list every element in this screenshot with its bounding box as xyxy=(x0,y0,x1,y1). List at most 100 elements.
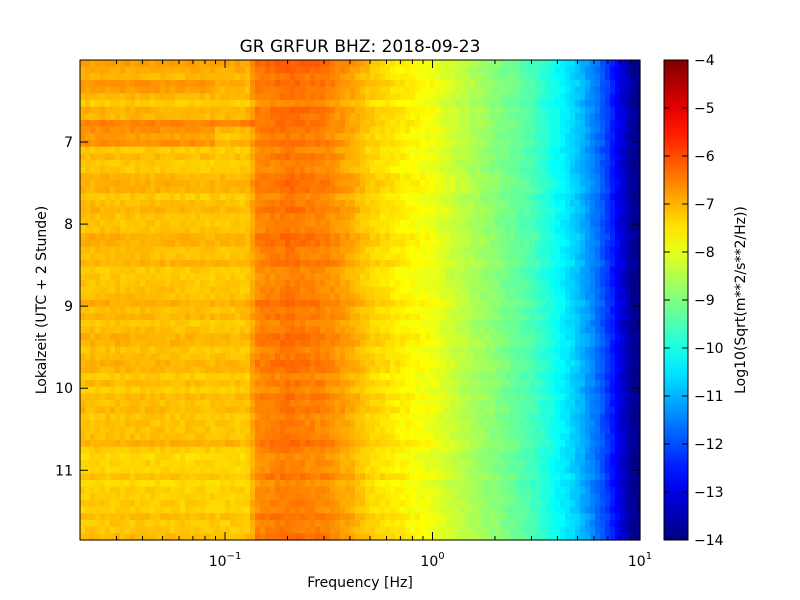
heatmap-cell xyxy=(255,300,261,308)
heatmap-cell xyxy=(460,213,466,221)
heatmap-cell xyxy=(600,313,606,321)
heatmap-cell xyxy=(575,320,581,328)
heatmap-cell xyxy=(285,353,291,361)
heatmap-cell xyxy=(490,106,496,114)
heatmap-cell xyxy=(390,140,396,148)
heatmap-cell xyxy=(335,253,341,261)
heatmap-cell xyxy=(595,206,601,214)
heatmap-cell xyxy=(415,293,421,301)
heatmap-cell xyxy=(340,240,346,248)
heatmap-cell xyxy=(420,180,426,188)
heatmap-cell xyxy=(435,86,441,94)
heatmap-cell xyxy=(525,220,531,228)
heatmap-cell xyxy=(565,286,571,294)
heatmap-cell xyxy=(390,293,396,301)
heatmap-cell xyxy=(250,146,256,154)
heatmap-cell xyxy=(270,313,276,321)
heatmap-cell xyxy=(365,300,371,308)
heatmap-cell xyxy=(375,293,381,301)
heatmap-cell xyxy=(555,313,561,321)
heatmap-cell xyxy=(155,333,161,341)
heatmap-cell xyxy=(270,113,276,121)
heatmap-cell xyxy=(130,226,136,234)
heatmap-cell xyxy=(240,313,246,321)
heatmap-cell xyxy=(440,80,446,88)
heatmap-cell xyxy=(605,166,611,174)
heatmap-cell xyxy=(395,180,401,188)
heatmap-cell xyxy=(220,166,226,174)
heatmap-cell xyxy=(120,93,126,101)
heatmap-cell xyxy=(185,120,191,128)
heatmap-cell xyxy=(160,113,166,121)
heatmap-cell xyxy=(585,200,591,208)
heatmap-cell xyxy=(500,280,506,288)
heatmap-cell xyxy=(185,146,191,154)
heatmap-cell xyxy=(595,180,601,188)
heatmap-cell xyxy=(340,93,346,101)
heatmap-cell xyxy=(370,300,376,308)
heatmap-cell xyxy=(305,166,311,174)
heatmap-cell xyxy=(220,320,226,328)
heatmap-cell xyxy=(345,100,351,108)
heatmap-cell xyxy=(205,193,211,201)
heatmap-cell xyxy=(380,353,386,361)
heatmap-cell xyxy=(620,333,626,341)
heatmap-cell xyxy=(630,300,636,308)
heatmap-cell xyxy=(425,193,431,201)
heatmap-cell xyxy=(265,60,271,68)
heatmap-cell xyxy=(335,233,341,241)
heatmap-cell xyxy=(495,280,501,288)
heatmap-cell xyxy=(555,320,561,328)
heatmap-cell xyxy=(600,220,606,228)
heatmap-cell xyxy=(480,260,486,268)
heatmap-cell xyxy=(190,100,196,108)
heatmap-cell xyxy=(570,280,576,288)
heatmap-cell xyxy=(505,273,511,281)
heatmap-cell xyxy=(125,86,131,94)
heatmap-cell xyxy=(630,113,636,121)
heatmap-cell xyxy=(455,293,461,301)
heatmap-cell xyxy=(170,126,176,134)
heatmap-cell xyxy=(540,326,546,334)
heatmap-cell xyxy=(90,66,96,74)
heatmap-cell xyxy=(210,133,216,141)
heatmap-cell xyxy=(265,340,271,348)
heatmap-cell xyxy=(165,160,171,168)
heatmap-cell xyxy=(345,233,351,241)
heatmap-cell xyxy=(410,113,416,121)
heatmap-cell xyxy=(580,280,586,288)
heatmap-cell xyxy=(355,173,361,181)
heatmap-cell xyxy=(520,186,526,194)
heatmap-cell xyxy=(430,200,436,208)
heatmap-cell xyxy=(190,186,196,194)
heatmap-cell xyxy=(495,126,501,134)
heatmap-cell xyxy=(545,113,551,121)
heatmap-cell xyxy=(335,340,341,348)
heatmap-cell xyxy=(245,146,251,154)
heatmap-cell xyxy=(535,300,541,308)
heatmap-cell xyxy=(500,60,506,68)
heatmap-cell xyxy=(280,86,286,94)
heatmap-cell xyxy=(95,100,101,108)
heatmap-cell xyxy=(360,280,366,288)
heatmap-cell xyxy=(285,220,291,228)
heatmap-cell xyxy=(115,66,121,74)
heatmap-cell xyxy=(315,326,321,334)
heatmap-cell xyxy=(120,260,126,268)
heatmap-cell xyxy=(590,140,596,148)
heatmap-cell xyxy=(195,153,201,161)
heatmap-cell xyxy=(390,180,396,188)
heatmap-cell xyxy=(105,280,111,288)
heatmap-cell xyxy=(560,66,566,74)
heatmap-cell xyxy=(620,220,626,228)
heatmap-cell xyxy=(370,233,376,241)
heatmap-cell xyxy=(105,113,111,121)
heatmap-cell xyxy=(450,100,456,108)
heatmap-cell xyxy=(525,126,531,134)
heatmap-cell xyxy=(185,113,191,121)
heatmap-cell xyxy=(265,166,271,174)
heatmap-cell xyxy=(510,320,516,328)
heatmap-cell xyxy=(205,200,211,208)
heatmap-cell xyxy=(135,260,141,268)
heatmap-cell xyxy=(630,126,636,134)
